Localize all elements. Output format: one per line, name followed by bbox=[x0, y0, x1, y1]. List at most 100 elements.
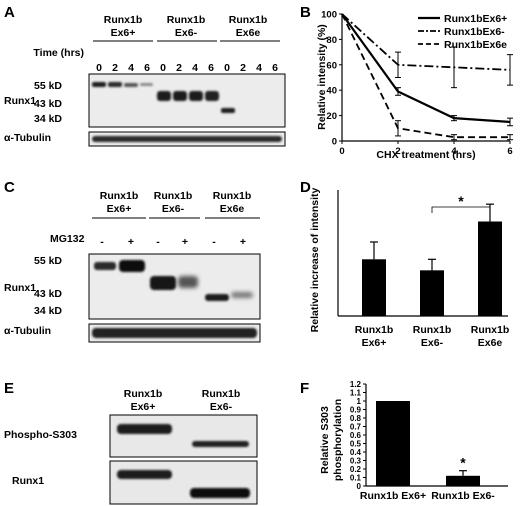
panel-f-y-tick-label-8: 0.8 bbox=[350, 414, 362, 423]
panel-a-letter: A bbox=[4, 4, 15, 21]
panel-d-category-1-line-1: Runx1b bbox=[355, 324, 394, 336]
panel-b-x-tick-label-3: 6 bbox=[507, 146, 512, 157]
panel-a-lane-6: 2 bbox=[176, 62, 182, 74]
panel-d-category-1-line-2: Ex6+ bbox=[362, 337, 387, 349]
panel-b: B Relative intensity (%) CHX treatment (… bbox=[300, 4, 513, 161]
panel-a-header-3-line-2: Ex6e bbox=[236, 27, 261, 39]
panel-a-headers: Runx1b Ex6+ Runx1b Ex6- Runx1b Ex6e bbox=[93, 14, 280, 42]
panel-f-category-1: Runx1b Ex6+ bbox=[360, 490, 426, 502]
panel-b-x-axis-label: CHX treatment (hrs) bbox=[376, 149, 475, 161]
panel-d-y-axis-label: Relative increase of intensity bbox=[309, 187, 321, 332]
panel-c-lane-2: + bbox=[128, 236, 134, 248]
panel-a-lane-9: 0 bbox=[224, 62, 230, 74]
panel-b-x-tick-label-2: 4 bbox=[451, 146, 457, 157]
panel-f-y-tick-label-6: 0.6 bbox=[350, 431, 362, 440]
panel-d-significance-bracket bbox=[431, 206, 491, 213]
panel-c-lane-labels: - + - + - + bbox=[100, 236, 246, 248]
panel-e-phospho-blot bbox=[109, 414, 258, 458]
panel-a-tubulin-label: α-Tubulin bbox=[4, 132, 51, 144]
panel-f-y-tick-label-1: 0.1 bbox=[350, 474, 362, 483]
panel-b-letter: B bbox=[300, 4, 311, 21]
panel-c-lane-5: - bbox=[212, 236, 216, 248]
panel-d-category-2-line-2: Ex6- bbox=[421, 337, 444, 349]
panel-a-lane-7: 4 bbox=[192, 62, 198, 74]
panel-f-y-tick-label-0: 0 bbox=[357, 482, 362, 491]
panel-e-headers: Runx1b Ex6+ Runx1b Ex6- bbox=[124, 388, 241, 413]
panel-f: F Relative S303 phosphorylation 00.10.20… bbox=[300, 380, 508, 502]
panel-b-y-axis-label: Relative intensity (%) bbox=[316, 24, 328, 130]
panel-a-runx1-label: Runx1 bbox=[4, 95, 36, 107]
panel-d-category-2-line-1: Runx1b bbox=[413, 324, 452, 336]
panel-c-lane-3: - bbox=[156, 236, 160, 248]
panel-a-lane-8: 6 bbox=[208, 62, 214, 74]
panel-e-letter: E bbox=[4, 380, 14, 397]
panel-c-lane-4: + bbox=[182, 236, 188, 248]
panel-f-bar-1 bbox=[376, 401, 410, 486]
panel-a-lane-12: 6 bbox=[272, 62, 278, 74]
panel-b-legend-label-2: Runx1bEx6- bbox=[444, 26, 505, 38]
panel-e-runx1-label: Runx1 bbox=[12, 475, 44, 487]
panel-f-y-tick-label-5: 0.5 bbox=[350, 440, 362, 449]
panel-a: A Runx1b Ex6+ Runx1b Ex6- Runx1b Ex6e Ti… bbox=[4, 4, 286, 147]
panel-c-lane-1: - bbox=[100, 236, 104, 248]
panel-f-significance-mark: * bbox=[460, 455, 466, 471]
panel-e-header-2-line-1: Runx1b bbox=[202, 388, 241, 400]
panel-d-bar-2 bbox=[420, 270, 444, 316]
panel-f-bar-2 bbox=[446, 475, 480, 486]
panel-c-lane-6: + bbox=[240, 236, 246, 248]
panel-c-header-3-line-1: Runx1b bbox=[213, 190, 252, 202]
panel-d-bar-chart: Runx1bEx6+Runx1bEx6-Runx1bEx6e* bbox=[337, 190, 510, 349]
panel-f-y-tick-label-9: 0.9 bbox=[350, 406, 362, 415]
panel-f-y-axis-label-line-1: Relative S303 bbox=[319, 406, 331, 474]
panel-a-time-label: Time (hrs) bbox=[33, 47, 84, 59]
panel-a-lane-2: 2 bbox=[112, 62, 118, 74]
panel-a-header-2-line-1: Runx1b bbox=[167, 14, 206, 26]
panel-f-y-tick-label-11: 1.1 bbox=[350, 389, 362, 398]
panel-d-letter: D bbox=[300, 179, 311, 196]
panel-f-y-tick-label-2: 0.2 bbox=[350, 465, 362, 474]
panel-a-marker-34: 34 kD bbox=[34, 113, 62, 125]
panel-c-header-2-line-2: Ex6- bbox=[162, 203, 185, 215]
panel-b-line-chart: 0 20 40 60 80 100 0 2 4 6 Runx1bEx6+Runx1bEx6-Runx… bbox=[321, 10, 513, 157]
panel-f-y-tick-label-4: 0.4 bbox=[350, 448, 362, 457]
panel-c-marker-43: 43 kD bbox=[34, 288, 62, 300]
panel-d-significance-mark: * bbox=[458, 193, 464, 209]
panel-a-runx1-blot bbox=[88, 73, 286, 128]
panel-a-lane-5: 0 bbox=[160, 62, 166, 74]
panel-a-header-2-line-2: Ex6- bbox=[175, 27, 198, 39]
panel-e-header-1-line-2: Ex6+ bbox=[131, 401, 156, 413]
panel-b-y-tick-label-2: 40 bbox=[326, 86, 337, 97]
panel-a-lane-3: 4 bbox=[128, 62, 134, 74]
panel-d-bar-3 bbox=[478, 221, 502, 316]
panel-a-header-1-line-1: Runx1b bbox=[104, 14, 143, 26]
panel-f-letter: F bbox=[300, 380, 309, 397]
panel-a-marker-55: 55 kD bbox=[34, 80, 62, 92]
panel-a-header-1-line-2: Ex6+ bbox=[111, 27, 136, 39]
panel-d-category-3-line-2: Ex6e bbox=[478, 337, 503, 349]
panel-c-marker-55: 55 kD bbox=[34, 255, 62, 267]
panel-c-tubulin-blot bbox=[88, 323, 261, 343]
panel-e-phospho-label: Phospho-S303 bbox=[4, 429, 77, 441]
panel-a-lane-10: 2 bbox=[240, 62, 246, 74]
panel-b-legend-label-3: Runx1bEx6e bbox=[444, 39, 507, 51]
panel-c-runx1-label: Runx1 bbox=[4, 282, 36, 294]
panel-c-header-1-line-1: Runx1b bbox=[100, 190, 139, 202]
panel-a-header-3-line-1: Runx1b bbox=[229, 14, 268, 26]
panel-d-category-3-line-1: Runx1b bbox=[471, 324, 510, 336]
panel-d: D Relative increase of intensity Runx1bE… bbox=[300, 179, 509, 349]
panel-b-series-line-2 bbox=[341, 13, 511, 71]
panel-b-x-tick-label-1: 2 bbox=[395, 146, 400, 157]
panel-f-y-tick-label-3: 0.3 bbox=[350, 457, 362, 466]
panel-c-headers: Runx1b Ex6+ Runx1b Ex6- Runx1b Ex6e bbox=[92, 190, 260, 219]
panel-c-runx1-blot bbox=[88, 253, 261, 320]
panel-b-legend-label-1: Runx1bEx6+ bbox=[444, 13, 507, 25]
panel-a-marker-43: 43 kD bbox=[34, 98, 62, 110]
panel-f-bar-chart: 00.10.20.30.40.50.60.70.80.911.11.2 Runx1… bbox=[350, 380, 508, 502]
panel-b-y-tick-label-0: 0 bbox=[332, 137, 337, 148]
panel-f-y-tick-label-7: 0.7 bbox=[350, 423, 362, 432]
panel-c-header-3-line-2: Ex6e bbox=[220, 203, 245, 215]
panel-c: C Runx1b Ex6+ Runx1b Ex6- Runx1b Ex6e MG… bbox=[4, 179, 261, 343]
panel-b-y-tick-label-5: 100 bbox=[321, 10, 337, 21]
panel-b-x-tick-label-0: 0 bbox=[339, 146, 344, 157]
panel-a-tubulin-blot bbox=[88, 131, 286, 147]
